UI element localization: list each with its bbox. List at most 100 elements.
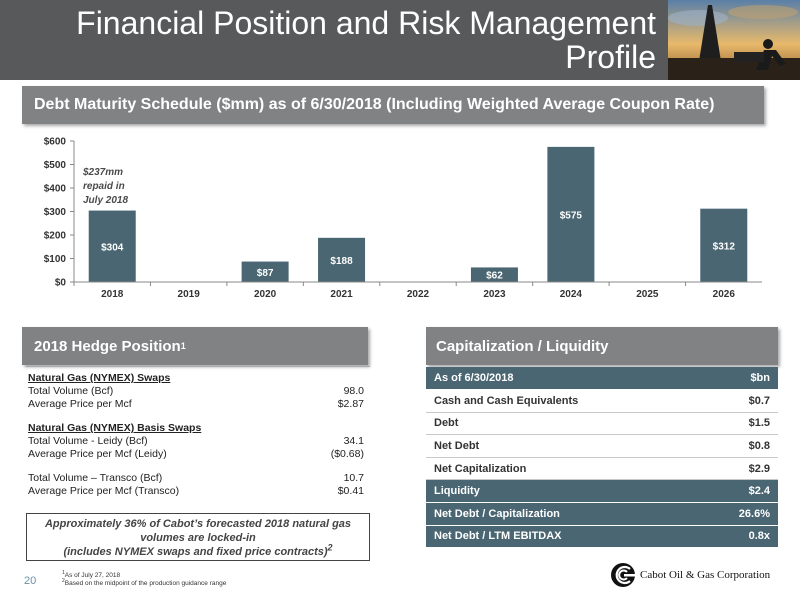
bar-value-label: $87 bbox=[257, 268, 274, 279]
swaps-row-label: Total Volume (Bcf) bbox=[28, 385, 114, 397]
hedge-position-banner: 2018 Hedge Position 1 bbox=[22, 327, 368, 365]
bar bbox=[318, 237, 366, 282]
table-row: As of 6/30/2018 $bn bbox=[426, 367, 778, 391]
capitalization-banner: Capitalization / Liquidity bbox=[426, 327, 778, 365]
transco-row-value: $0.41 bbox=[337, 485, 364, 497]
y-axis: $0 $100 $200 $300 $400 $500 $600 bbox=[44, 137, 75, 289]
hedge-note-box: Approximately 36% of Cabot’s forecasted … bbox=[26, 513, 370, 561]
footnote-1: 1As of July 27, 2018 bbox=[62, 569, 226, 580]
footnote-1-text: As of July 27, 2018 bbox=[64, 572, 121, 579]
row-label: Liquidity bbox=[426, 479, 698, 504]
y-tick-label: $0 bbox=[55, 278, 67, 289]
table-row: Net Debt / LTM EBITDAX 0.8x bbox=[426, 525, 778, 549]
bar-value-label: $62 bbox=[486, 271, 503, 282]
y-tick-label: $400 bbox=[44, 184, 67, 195]
bar bbox=[241, 261, 289, 282]
row-value: $bn bbox=[697, 367, 778, 391]
footnote-2: 2Based on the midpoint of the production… bbox=[62, 577, 227, 588]
bar bbox=[470, 267, 518, 282]
y-tick-label: $600 bbox=[44, 137, 67, 148]
swaps-row: Total Volume (Bcf) 98.0 bbox=[28, 385, 364, 398]
footnotes: 1As of July 27, 2018 2Based on the midpo… bbox=[62, 569, 227, 588]
x-tick-label: 2018 bbox=[101, 289, 124, 300]
swaps-row-value: $2.87 bbox=[337, 398, 364, 410]
capitalization-table: As of 6/30/2018 $bn Cash and Cash Equiva… bbox=[426, 367, 778, 549]
swaps-row-value: 98.0 bbox=[343, 385, 364, 397]
x-tick-label: 2026 bbox=[713, 289, 736, 300]
debt-maturity-chart: $0 $100 $200 $300 $400 $500 $600 $304 $87 $188 $6… bbox=[44, 137, 762, 300]
transco-row-value: 10.7 bbox=[343, 472, 364, 484]
bar-value-label: $575 bbox=[560, 210, 583, 221]
cabot-logo-icon bbox=[611, 563, 635, 587]
row-value: $2.9 bbox=[697, 457, 778, 481]
table-row: Debt $1.5 bbox=[426, 412, 778, 436]
transco-row: Total Volume – Transco (Bcf) 10.7 bbox=[28, 472, 364, 485]
x-tick-label: 2020 bbox=[254, 289, 277, 300]
bar bbox=[547, 146, 595, 282]
row-value: 0.8x bbox=[697, 525, 778, 549]
footnote-1-mark: 1 bbox=[62, 569, 65, 576]
footnote-2-text: Based on the midpoint of the production … bbox=[64, 580, 227, 587]
row-label: Net Debt / Capitalization bbox=[426, 502, 698, 526]
basis-row-value: ($0.68) bbox=[330, 448, 364, 460]
swaps-row: Average Price per Mcf $2.87 bbox=[28, 398, 364, 411]
x-tick-label: 2022 bbox=[407, 289, 430, 300]
basis-row: Average Price per Mcf (Leidy) ($0.68) bbox=[28, 448, 364, 461]
capitalization-title: Capitalization / Liquidity bbox=[436, 337, 609, 355]
hedge-note-line2: volumes are locked-in bbox=[140, 532, 256, 544]
table-row: Liquidity $2.4 bbox=[426, 479, 778, 504]
row-value: $0.8 bbox=[697, 434, 778, 458]
row-label: Debt bbox=[426, 412, 698, 436]
page-number: 20 bbox=[24, 575, 37, 587]
row-value: $0.7 bbox=[697, 389, 778, 413]
x-tick-label: 2019 bbox=[178, 289, 201, 300]
hedge-divider bbox=[26, 366, 370, 367]
y-tick-label: $100 bbox=[44, 254, 67, 265]
debt-maturity-banner: Debt Maturity Schedule ($mm) as of 6/30/… bbox=[22, 86, 764, 124]
basis-swaps-title: Natural Gas (NYMEX) Basis Swaps bbox=[28, 422, 202, 434]
basis-row-label: Average Price per Mcf (Leidy) bbox=[28, 448, 167, 460]
bars: $304 $87 $188 $62 $575 $312 bbox=[88, 146, 748, 282]
transco-row-label: Average Price per Mcf (Transco) bbox=[28, 485, 180, 497]
row-label: Net Debt / LTM EBITDAX bbox=[426, 525, 698, 549]
bar bbox=[88, 210, 136, 282]
y-tick-label: $300 bbox=[44, 207, 67, 218]
hedge-note-line3-wrap: (includes NYMEX swaps and fixed price co… bbox=[27, 543, 369, 559]
table-row: Cash and Cash Equivalents $0.7 bbox=[426, 389, 778, 413]
x-tick-label: 2021 bbox=[330, 289, 353, 300]
hedge-note-line3: (includes NYMEX swaps and fixed price co… bbox=[63, 546, 328, 558]
x-axis: 2018 2019 2020 2021 2022 2023 2024 2025 2026 bbox=[73, 281, 762, 300]
footnote-2-mark: 2 bbox=[62, 577, 65, 584]
header-photo bbox=[668, 0, 800, 80]
row-value: 26.6% bbox=[697, 502, 778, 526]
page-title-line2: Profile bbox=[565, 39, 656, 75]
company-name: Cabot Oil & Gas Corporation bbox=[640, 569, 771, 581]
repaid-annotation-line3: July 2018 bbox=[83, 195, 128, 206]
row-label: As of 6/30/2018 bbox=[426, 367, 698, 391]
y-tick-label: $200 bbox=[44, 231, 67, 242]
x-tick-label: 2024 bbox=[560, 289, 583, 300]
table-row: Net Debt / Capitalization 26.6% bbox=[426, 502, 778, 526]
transco-row-label: Total Volume – Transco (Bcf) bbox=[28, 472, 163, 484]
hedge-details: Natural Gas (NYMEX) Swaps Total Volume (… bbox=[28, 372, 364, 498]
row-label: Net Capitalization bbox=[426, 457, 698, 481]
swaps-row-label: Average Price per Mcf bbox=[28, 398, 132, 410]
basis-row-label: Total Volume - Leidy (Bcf) bbox=[28, 435, 148, 447]
debt-maturity-title: Debt Maturity Schedule ($mm) as of 6/30/… bbox=[34, 96, 715, 113]
bar-value-label: $312 bbox=[713, 241, 736, 252]
basis-row-value: 34.1 bbox=[343, 435, 364, 447]
basis-row: Total Volume - Leidy (Bcf) 34.1 bbox=[28, 435, 364, 448]
bar-value-label: $304 bbox=[101, 242, 124, 253]
hedge-note-line1: Approximately 36% of Cabot’s forecasted … bbox=[44, 518, 352, 530]
repaid-annotation-line2: repaid in bbox=[83, 181, 125, 192]
hedge-position-title: 2018 Hedge Position bbox=[34, 337, 181, 355]
company-logo: Cabot Oil & Gas Corporation bbox=[610, 560, 780, 590]
repaid-annotation-line1: $237mm bbox=[82, 167, 123, 178]
row-value: $2.4 bbox=[697, 479, 778, 504]
transco-row: Average Price per Mcf (Transco) $0.41 bbox=[28, 485, 364, 498]
x-tick-label: 2023 bbox=[483, 289, 506, 300]
y-tick-label: $500 bbox=[44, 160, 67, 171]
page-title: Financial Position and Risk Management P… bbox=[20, 6, 656, 74]
table-row: Net Capitalization $2.9 bbox=[426, 457, 778, 481]
header-bar: Financial Position and Risk Management P… bbox=[0, 0, 800, 80]
